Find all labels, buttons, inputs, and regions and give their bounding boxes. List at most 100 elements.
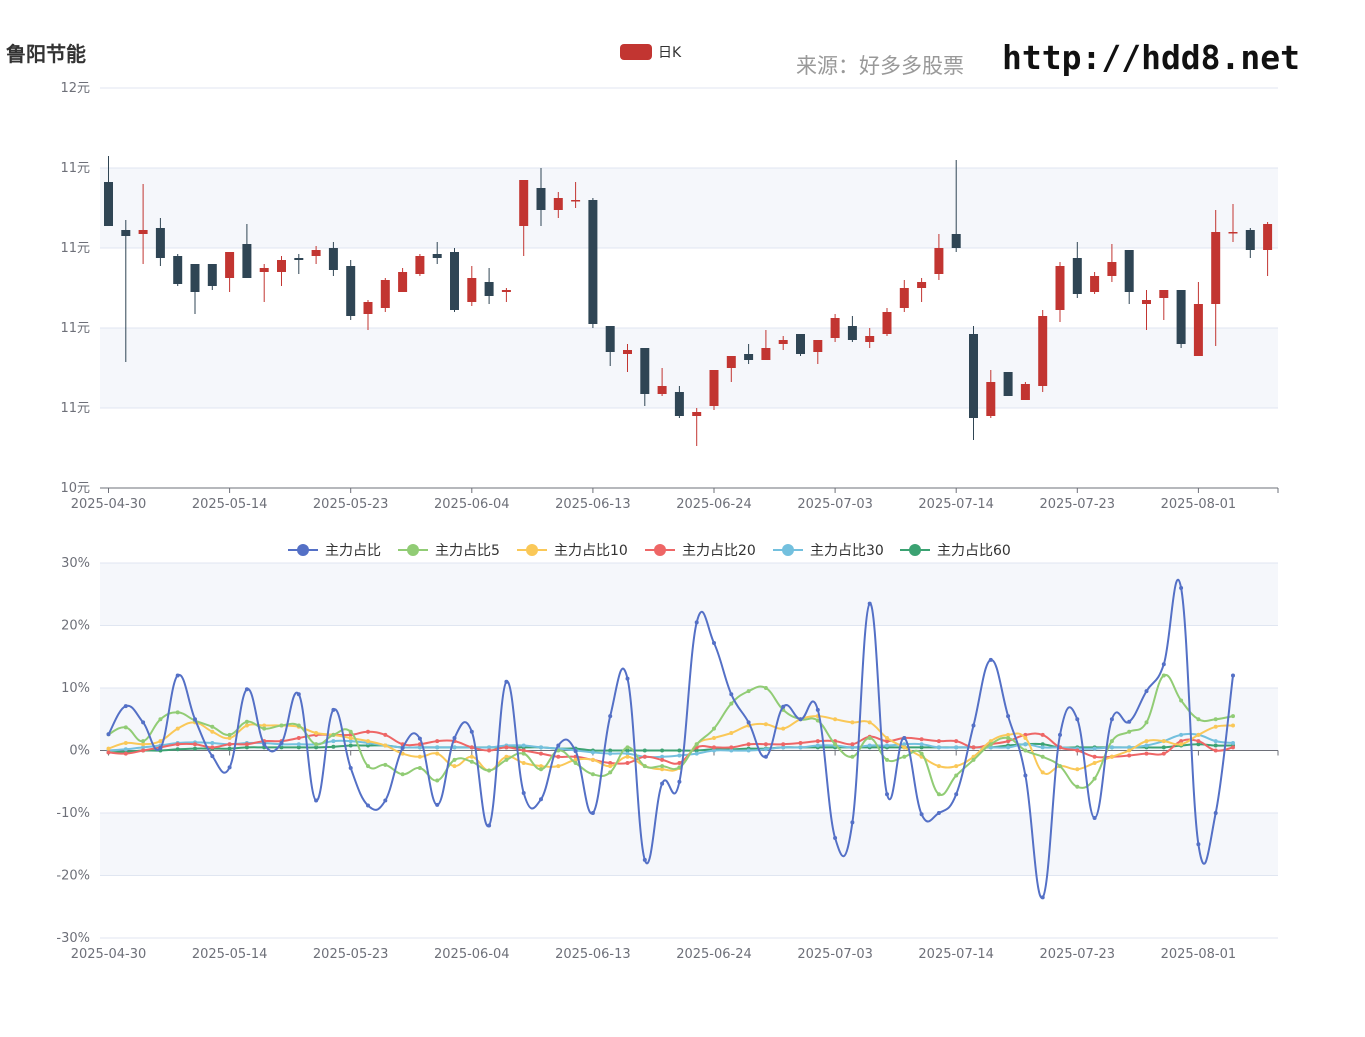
series-point	[487, 768, 492, 773]
candle-body	[311, 250, 321, 256]
series-point	[521, 748, 526, 753]
series-point	[1144, 739, 1149, 744]
series-point	[1058, 732, 1062, 737]
series-point	[1092, 761, 1097, 765]
candle-body	[207, 264, 217, 286]
series-point	[625, 751, 630, 756]
series-point	[348, 736, 353, 740]
series-point	[279, 745, 284, 750]
series-point	[487, 823, 492, 828]
series-point	[677, 765, 682, 770]
candle-body	[484, 282, 494, 296]
series-point	[487, 748, 492, 753]
series-point	[1231, 741, 1235, 745]
series-point	[383, 798, 388, 803]
series-point	[1075, 717, 1080, 722]
series-point	[850, 820, 855, 825]
candle-body	[588, 200, 598, 324]
series-point	[123, 704, 128, 709]
candle-body	[328, 248, 338, 270]
candle-body	[917, 282, 927, 288]
candle-body	[415, 256, 425, 274]
series-point	[123, 725, 128, 730]
series-point	[1213, 717, 1218, 722]
series-point	[1127, 719, 1132, 724]
series-point	[1144, 743, 1149, 748]
series-point	[1040, 895, 1045, 900]
series-point	[1006, 745, 1011, 750]
series-point	[366, 729, 370, 734]
series-point	[262, 726, 267, 731]
grid-band	[100, 328, 1278, 408]
series-point	[106, 732, 111, 737]
series-point	[694, 742, 699, 747]
site-url[interactable]: http://hdd8.net	[1002, 38, 1301, 77]
series-point	[366, 739, 370, 744]
series-point	[296, 723, 301, 728]
ratio-chart: 30% 20% 10% 0% -10% -20% -30%2025-04-30 2025-05…	[56, 543, 1279, 962]
series-point	[452, 757, 457, 762]
series-point	[608, 714, 613, 719]
series-point	[469, 754, 474, 759]
series-point	[815, 743, 820, 748]
series-point	[988, 742, 993, 747]
x-tick-label: 2025-06-04	[434, 497, 510, 512]
candle-body	[138, 230, 148, 234]
y-tick-label: 10元	[60, 481, 90, 496]
series-point	[608, 770, 613, 775]
series-point	[227, 732, 232, 737]
y-tick-label: 11元	[60, 401, 90, 416]
series-point	[885, 743, 889, 748]
candle-body	[467, 278, 477, 302]
candle-body	[899, 288, 909, 308]
candle-body	[294, 258, 304, 260]
series-point	[296, 745, 301, 750]
series-point	[781, 704, 786, 709]
series-point	[123, 747, 128, 752]
x-tick-label: 2025-07-23	[1040, 497, 1116, 512]
candle-body	[225, 252, 235, 278]
candle-body	[1193, 304, 1203, 356]
candle-body	[1090, 276, 1100, 292]
series-point	[1144, 689, 1149, 694]
series-point	[763, 722, 768, 727]
y-tick-label: -10%	[56, 806, 90, 821]
series-point	[729, 731, 734, 735]
series-point	[971, 745, 976, 750]
series-point	[608, 748, 613, 753]
series-point	[1092, 816, 1097, 820]
series-point	[141, 739, 146, 744]
series-point	[694, 751, 699, 756]
legend-label: 主力占比30	[810, 543, 884, 559]
series-point	[746, 689, 751, 694]
series-point	[193, 746, 197, 751]
series-point	[954, 792, 959, 797]
x-tick-label: 2025-07-14	[918, 947, 994, 962]
series-point	[417, 736, 422, 741]
series-point	[988, 745, 993, 750]
series-point	[936, 792, 941, 797]
x-tick-label: 2025-06-04	[434, 947, 510, 962]
series-point	[867, 720, 872, 725]
x-tick-label: 2025-07-03	[797, 947, 873, 962]
series-point	[539, 745, 543, 750]
x-tick-label: 2025-06-13	[555, 497, 631, 512]
series-point	[988, 739, 993, 744]
series-point	[348, 766, 353, 770]
legend-label: 主力占比20	[682, 543, 756, 559]
series-point	[417, 745, 422, 750]
candle-body	[986, 382, 996, 416]
x-tick-label: 2025-06-24	[676, 947, 752, 962]
candle-body	[571, 200, 581, 202]
series-point	[1213, 739, 1218, 744]
series-point	[798, 717, 803, 722]
candle-body	[1072, 258, 1082, 294]
series-point	[314, 731, 319, 735]
series-point	[1023, 736, 1028, 740]
series-point	[677, 779, 682, 784]
series-point	[1196, 732, 1201, 737]
series-point	[1075, 784, 1080, 789]
candle-body	[1176, 290, 1186, 344]
series-point	[1006, 739, 1011, 744]
series-point	[850, 754, 855, 759]
